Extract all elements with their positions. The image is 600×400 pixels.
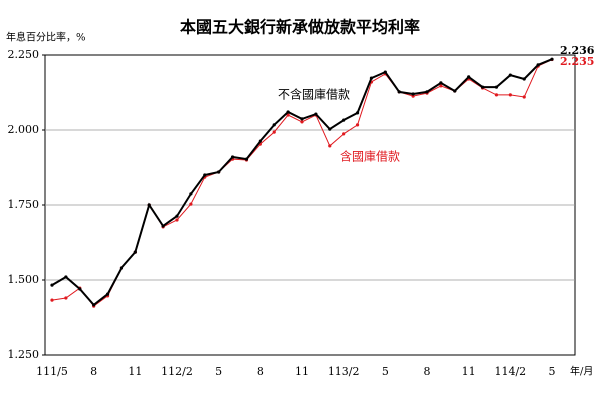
point bbox=[119, 266, 124, 270]
y-tick-label: 2.000 bbox=[8, 123, 40, 136]
point bbox=[272, 123, 276, 127]
point bbox=[286, 110, 290, 114]
x-tick-label: 11 bbox=[128, 365, 142, 378]
x-tick-label: 8 bbox=[257, 365, 264, 378]
point bbox=[300, 117, 304, 121]
point bbox=[64, 275, 68, 279]
point bbox=[328, 127, 332, 131]
point bbox=[175, 218, 179, 222]
point bbox=[105, 292, 110, 296]
point bbox=[328, 144, 332, 148]
point bbox=[133, 250, 137, 254]
point bbox=[300, 120, 304, 124]
point bbox=[355, 123, 360, 127]
chart-title: 本國五大銀行新承做放款平均利率 bbox=[180, 18, 420, 37]
point bbox=[508, 73, 512, 77]
point bbox=[494, 85, 499, 89]
point bbox=[439, 81, 443, 85]
point bbox=[189, 192, 193, 196]
series-label: 含國庫借款 bbox=[340, 149, 400, 164]
x-tick-label: 8 bbox=[424, 365, 431, 378]
y-tick-label: 1.250 bbox=[8, 348, 40, 361]
point bbox=[522, 77, 526, 81]
point bbox=[314, 112, 318, 116]
x-tick-label: 111/5 bbox=[36, 365, 68, 378]
x-tick-label: 112/2 bbox=[161, 365, 193, 378]
x-tick-label: 8 bbox=[90, 365, 97, 378]
point bbox=[272, 130, 276, 134]
series-label: 不含國庫借款 bbox=[278, 87, 350, 102]
x-tick-label: 11 bbox=[462, 365, 476, 378]
point bbox=[480, 85, 485, 89]
y-tick-label: 1.750 bbox=[8, 198, 40, 211]
point bbox=[217, 170, 221, 174]
point bbox=[522, 95, 526, 99]
point bbox=[536, 63, 540, 67]
point bbox=[161, 224, 165, 228]
point bbox=[258, 139, 262, 143]
end-value-label: 2.236 bbox=[560, 44, 595, 57]
point bbox=[494, 93, 499, 97]
point bbox=[397, 90, 401, 94]
point bbox=[411, 92, 415, 96]
y-tick-label: 1.500 bbox=[8, 273, 40, 286]
point bbox=[369, 76, 374, 80]
point bbox=[230, 155, 235, 159]
x-tick-label: 11 bbox=[295, 365, 309, 378]
point bbox=[203, 173, 207, 177]
point bbox=[342, 118, 346, 122]
x-tick-label: 5 bbox=[215, 365, 222, 378]
y-tick-label: 2.250 bbox=[8, 48, 40, 61]
point bbox=[189, 202, 193, 206]
point bbox=[425, 90, 429, 94]
point bbox=[64, 296, 68, 300]
point bbox=[50, 283, 54, 287]
point bbox=[175, 214, 179, 218]
point bbox=[355, 111, 360, 115]
x-tick-label: 5 bbox=[382, 365, 389, 378]
end-value-label: 2.235 bbox=[560, 55, 594, 68]
point bbox=[439, 84, 443, 88]
point bbox=[286, 113, 290, 117]
point bbox=[383, 70, 387, 74]
point bbox=[508, 93, 512, 97]
point bbox=[342, 132, 346, 136]
point bbox=[78, 287, 82, 291]
x-tick-label: 5 bbox=[549, 365, 556, 378]
point bbox=[92, 303, 96, 307]
point bbox=[467, 75, 471, 79]
x-axis-label: 年/月 bbox=[570, 365, 593, 378]
y-axis-label: 年息百分比率，% bbox=[6, 31, 86, 44]
x-tick-label: 114/2 bbox=[494, 365, 526, 378]
point bbox=[550, 57, 554, 61]
point bbox=[244, 157, 249, 161]
point bbox=[453, 89, 457, 93]
point bbox=[50, 298, 54, 302]
point bbox=[147, 203, 151, 207]
x-tick-label: 113/2 bbox=[328, 365, 360, 378]
